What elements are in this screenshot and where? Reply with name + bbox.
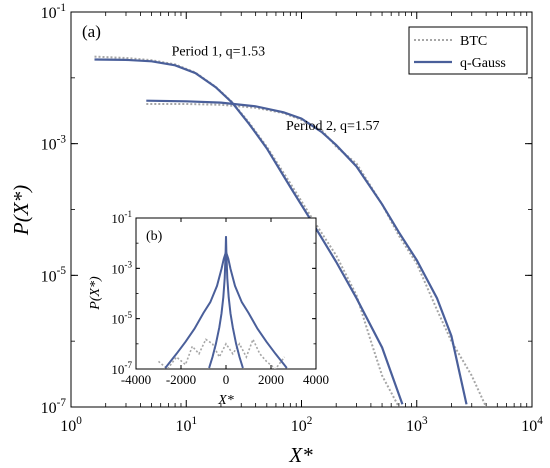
main-plot-ticks: 100 101 102 103 104 10-7 10-5 10-3 10-1 (41, 2, 544, 435)
inset-plot-ticks: -4000 -2000 0 2000 4000 10-7 10-5 10-3 10-1 (111, 209, 329, 387)
inset-x-axis-label: X* (217, 393, 234, 408)
legend-label-btc: BTC (460, 34, 487, 49)
inset-y-tick-label: 10-1 (111, 209, 132, 226)
panel-label-b: (b) (146, 229, 163, 244)
annotation-period-2: Period 2, q=1.57 (286, 119, 379, 134)
y-tick-label: 10-3 (41, 133, 67, 153)
inset-btc-curve-1 (157, 337, 286, 369)
main-plot-series (94, 55, 488, 407)
inset-x-tick-label: -4000 (121, 372, 151, 387)
inset-x-tick-label: 0 (223, 372, 230, 387)
btc-curve-period-2 (146, 103, 488, 407)
inset-x-tick-label: 4000 (303, 372, 329, 387)
x-tick-label: 100 (60, 415, 82, 435)
inset-y-tick-label: 10-5 (111, 310, 132, 327)
inset-plot-series (157, 236, 288, 369)
y-axis-label: P(X*) (9, 185, 33, 236)
y-tick-label: 10-7 (41, 397, 67, 417)
x-axis-label: X* (288, 443, 313, 467)
main-plot: 100 101 102 103 104 10-7 10-5 10-3 10-1 (a) Peri… (9, 2, 543, 467)
x-tick-label: 101 (175, 415, 197, 435)
q-gauss-curve-period-1 (94, 58, 404, 405)
inset-x-tick-label: 2000 (258, 372, 284, 387)
x-tick-label: 102 (291, 415, 313, 435)
inset-x-tick-label: -2000 (166, 372, 196, 387)
panel-label-a: (a) (82, 22, 101, 41)
x-tick-label: 104 (521, 415, 543, 435)
inset-y-tick-label: 10-7 (111, 360, 132, 377)
legend-box (408, 26, 528, 75)
y-tick-label: 10-5 (41, 265, 67, 285)
legend: BTC q-Gauss (408, 26, 528, 75)
annotation-period-1: Period 1, q=1.53 (172, 44, 265, 59)
x-tick-label: 103 (406, 415, 428, 435)
q-gauss-curve-period-2 (146, 99, 468, 405)
legend-label-q-gauss: q-Gauss (460, 56, 506, 71)
y-tick-label: 10-1 (41, 2, 66, 22)
inset-y-axis-label: P(X*) (88, 276, 103, 311)
inset-q-gauss-curve-period-2 (164, 248, 288, 369)
inset-y-tick-label: 10-3 (111, 259, 132, 276)
inset-q-gauss-curve-period-1 (208, 236, 244, 369)
